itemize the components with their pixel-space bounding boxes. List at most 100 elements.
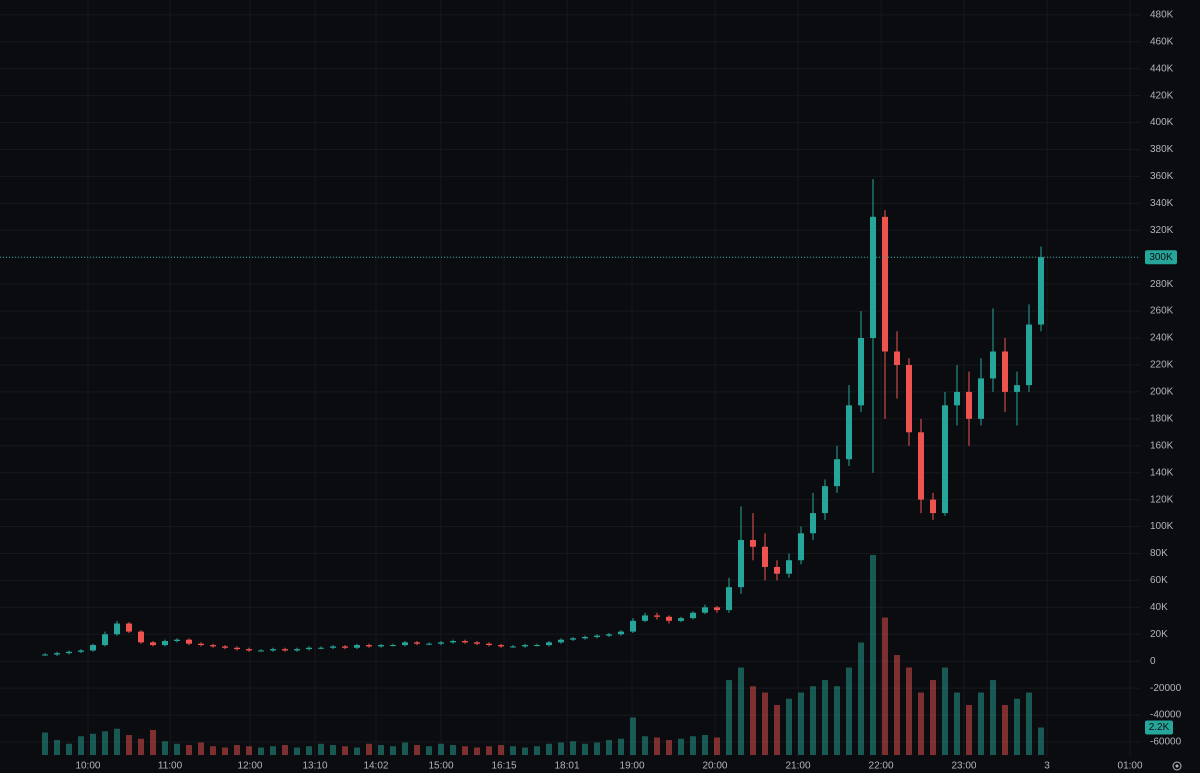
- volume-bar: [258, 747, 264, 755]
- volume-bar: [270, 746, 276, 755]
- x-tick-label: 21:00: [785, 761, 810, 772]
- candle-body: [486, 643, 492, 646]
- volume-bar: [678, 738, 684, 755]
- candle-body: [210, 645, 216, 647]
- candle-body: [966, 391, 972, 419]
- candle-body: [642, 615, 648, 621]
- x-tick-label: 15:00: [428, 761, 453, 772]
- candle-body: [762, 546, 768, 567]
- volume-bar: [402, 742, 408, 755]
- last-volume-badge: [1145, 720, 1173, 735]
- candle-body: [282, 649, 288, 651]
- volume-bar: [414, 745, 420, 755]
- y-tick-label: 280K: [1150, 279, 1174, 290]
- candle-body: [558, 639, 564, 643]
- volume-bar: [738, 667, 744, 755]
- candle-body: [858, 338, 864, 406]
- volume-bar: [666, 740, 672, 755]
- candle-body: [918, 432, 924, 500]
- candle-body: [342, 646, 348, 648]
- volume-bar: [690, 736, 696, 755]
- candle-body: [882, 216, 888, 352]
- volume-bar: [306, 746, 312, 755]
- x-tick-label: 10:00: [75, 761, 100, 772]
- candle-body: [606, 634, 612, 636]
- volume-bar: [558, 742, 564, 755]
- volume-bar: [390, 746, 396, 755]
- x-tick-label: 11:00: [158, 761, 183, 772]
- candle-body: [570, 638, 576, 640]
- candle-body: [330, 646, 336, 648]
- y-tick-label: 100K: [1150, 521, 1174, 532]
- volume-bar: [198, 742, 204, 755]
- x-tick-label: 13:10: [302, 761, 327, 772]
- volume-bar: [942, 667, 948, 755]
- candle-body: [906, 364, 912, 433]
- y-tick-label: 0: [1150, 656, 1156, 667]
- candle-body: [390, 645, 396, 647]
- candle-body: [1026, 324, 1032, 386]
- candle-body: [366, 645, 372, 647]
- volume-bar: [66, 743, 72, 755]
- candle-body: [438, 642, 444, 644]
- candle-body: [150, 642, 156, 646]
- volume-bar: [594, 742, 600, 755]
- y-tick-label: 160K: [1150, 440, 1174, 451]
- volume-bar: [426, 746, 432, 755]
- settings-icon[interactable]: [1172, 761, 1182, 771]
- volume-bar: [846, 667, 852, 755]
- x-tick-label: 3: [1044, 761, 1050, 772]
- candle-body: [162, 641, 168, 646]
- candle-body: [726, 587, 732, 611]
- candle-body: [246, 649, 252, 651]
- y-tick-label: 120K: [1150, 494, 1174, 505]
- volume-bar: [978, 692, 984, 755]
- candle-body: [894, 351, 900, 365]
- volume-bar: [762, 692, 768, 755]
- candle-body: [450, 641, 456, 643]
- volume-bar: [1026, 692, 1032, 755]
- candle-body: [582, 636, 588, 639]
- volume-bar: [126, 735, 132, 755]
- candle-body: [1014, 385, 1020, 392]
- candle-body: [294, 649, 300, 651]
- last-price-label: 300K: [1149, 252, 1173, 263]
- volume-bar: [150, 730, 156, 755]
- candle-body: [522, 645, 528, 647]
- y-tick-label: 340K: [1150, 198, 1174, 209]
- candle-body: [414, 642, 420, 644]
- candle-body: [678, 618, 684, 621]
- x-tick-label: 16:15: [491, 761, 516, 772]
- candle-body: [54, 653, 60, 655]
- volume-bar: [438, 743, 444, 755]
- volume-bar: [294, 747, 300, 755]
- x-tick-label: 18:01: [554, 761, 579, 772]
- volume-bar: [834, 686, 840, 755]
- y-tick-label: 60K: [1150, 575, 1168, 586]
- volume-bar: [810, 686, 816, 755]
- candle-body: [114, 623, 120, 635]
- last-price-badge: [1145, 250, 1177, 265]
- volume-bar: [750, 686, 756, 755]
- candle-body: [198, 643, 204, 646]
- volume-bar: [366, 743, 372, 755]
- volume-bar: [78, 736, 84, 755]
- x-tick-label: 19:00: [620, 761, 645, 772]
- volume-bar: [582, 743, 588, 755]
- volume-bar: [630, 717, 636, 755]
- y-tick-label: 380K: [1150, 144, 1174, 155]
- y-tick-label: 20K: [1150, 629, 1168, 640]
- volume-bar: [510, 746, 516, 755]
- volume-bar: [930, 680, 936, 755]
- candle-body: [654, 615, 660, 617]
- y-tick-label: 460K: [1150, 36, 1174, 47]
- candle-body: [810, 513, 816, 534]
- volume-bar: [546, 743, 552, 755]
- y-tick-label: 480K: [1150, 9, 1174, 20]
- volume-bar: [318, 743, 324, 755]
- candle-body: [594, 635, 600, 637]
- volume-layer: [42, 555, 1044, 755]
- candle-body: [534, 645, 540, 647]
- candle-body: [954, 391, 960, 406]
- y-tick-label: 320K: [1150, 225, 1174, 236]
